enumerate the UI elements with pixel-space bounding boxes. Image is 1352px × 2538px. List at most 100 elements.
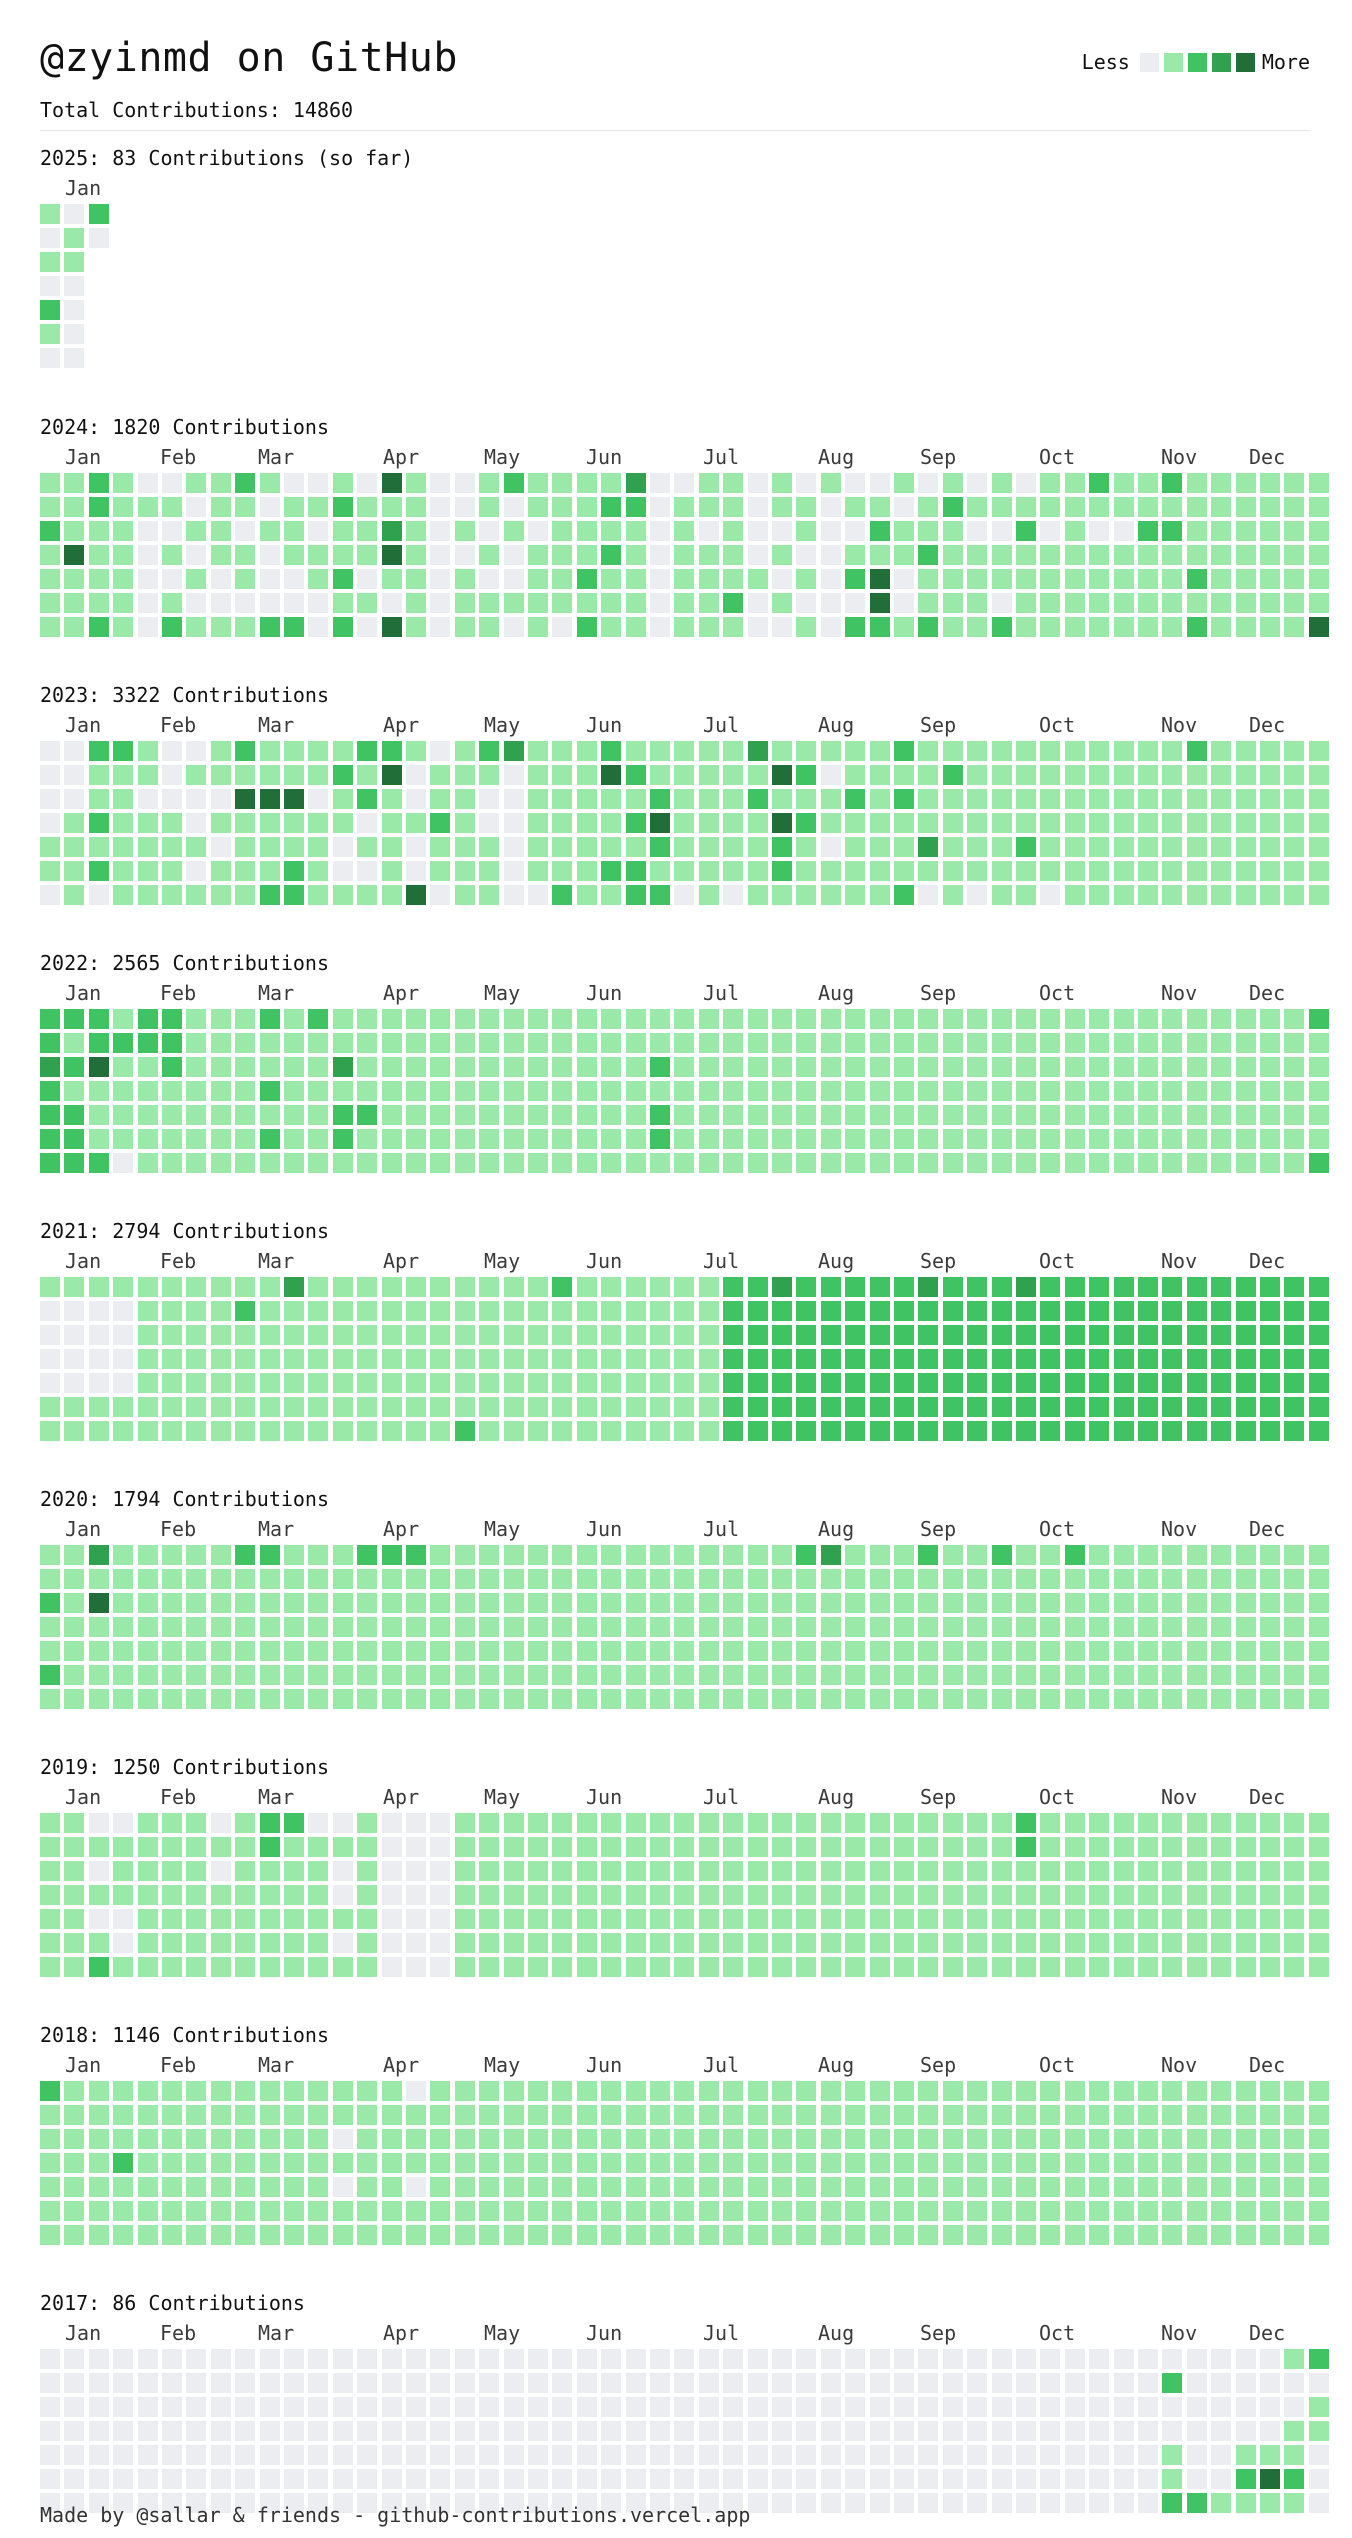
contribution-cell[interactable] — [991, 497, 1012, 517]
contribution-cell[interactable] — [1040, 2445, 1061, 2465]
contribution-cell[interactable] — [991, 1617, 1012, 1637]
contribution-cell[interactable] — [723, 1689, 744, 1709]
contribution-cell[interactable] — [723, 2373, 744, 2393]
contribution-cell[interactable] — [1040, 2349, 1061, 2369]
contribution-cell[interactable] — [698, 1081, 719, 1101]
contribution-cell[interactable] — [650, 1957, 670, 1977]
contribution-cell[interactable] — [162, 1569, 182, 1589]
contribution-cell[interactable] — [772, 2349, 792, 2369]
contribution-cell[interactable] — [1064, 1861, 1085, 1881]
contribution-cell[interactable] — [88, 1617, 109, 1637]
contribution-cell[interactable] — [1308, 2201, 1329, 2221]
contribution-cell[interactable] — [1064, 1813, 1085, 1833]
contribution-cell[interactable] — [454, 1957, 475, 1977]
contribution-cell[interactable] — [1089, 1593, 1110, 1613]
contribution-cell[interactable] — [723, 2081, 744, 2101]
contribution-cell[interactable] — [674, 1349, 695, 1369]
contribution-cell[interactable] — [650, 1129, 670, 1149]
contribution-cell[interactable] — [552, 569, 573, 589]
contribution-cell[interactable] — [918, 2493, 939, 2513]
contribution-cell[interactable] — [747, 741, 768, 761]
contribution-cell[interactable] — [942, 1617, 963, 1637]
contribution-cell[interactable] — [88, 1665, 109, 1685]
contribution-cell[interactable] — [357, 1057, 378, 1077]
contribution-cell[interactable] — [1308, 1301, 1329, 1321]
contribution-cell[interactable] — [772, 1057, 792, 1077]
contribution-cell[interactable] — [918, 1861, 939, 1881]
contribution-cell[interactable] — [1064, 1545, 1085, 1565]
contribution-cell[interactable] — [845, 2201, 866, 2221]
contribution-cell[interactable] — [210, 2493, 231, 2513]
contribution-cell[interactable] — [88, 1689, 109, 1709]
contribution-cell[interactable] — [845, 1397, 866, 1417]
contribution-cell[interactable] — [772, 1569, 792, 1589]
contribution-cell[interactable] — [1308, 2153, 1329, 2173]
contribution-cell[interactable] — [406, 741, 426, 761]
contribution-cell[interactable] — [1138, 593, 1158, 613]
contribution-cell[interactable] — [698, 885, 719, 905]
contribution-cell[interactable] — [454, 497, 475, 517]
contribution-cell[interactable] — [406, 1009, 426, 1029]
contribution-cell[interactable] — [601, 837, 622, 857]
contribution-cell[interactable] — [1016, 1641, 1036, 1661]
contribution-cell[interactable] — [747, 765, 768, 785]
contribution-cell[interactable] — [820, 569, 841, 589]
contribution-cell[interactable] — [357, 813, 378, 833]
contribution-cell[interactable] — [552, 1837, 573, 1857]
contribution-cell[interactable] — [210, 1153, 231, 1173]
contribution-cell[interactable] — [1186, 1593, 1207, 1613]
contribution-cell[interactable] — [991, 2421, 1012, 2441]
contribution-cell[interactable] — [1064, 741, 1085, 761]
contribution-cell[interactable] — [991, 837, 1012, 857]
contribution-cell[interactable] — [64, 228, 85, 248]
contribution-cell[interactable] — [1016, 1277, 1036, 1297]
contribution-cell[interactable] — [357, 2201, 378, 2221]
contribution-cell[interactable] — [1186, 1349, 1207, 1369]
contribution-cell[interactable] — [1162, 473, 1183, 493]
contribution-cell[interactable] — [674, 1277, 695, 1297]
contribution-cell[interactable] — [918, 1349, 939, 1369]
contribution-cell[interactable] — [235, 2081, 256, 2101]
contribution-cell[interactable] — [772, 569, 792, 589]
contribution-cell[interactable] — [1113, 1421, 1134, 1441]
contribution-cell[interactable] — [1308, 765, 1329, 785]
contribution-cell[interactable] — [479, 837, 500, 857]
contribution-cell[interactable] — [454, 1617, 475, 1637]
contribution-cell[interactable] — [40, 348, 60, 368]
contribution-cell[interactable] — [64, 1837, 85, 1857]
contribution-cell[interactable] — [1211, 1349, 1232, 1369]
contribution-cell[interactable] — [1211, 837, 1232, 857]
contribution-cell[interactable] — [820, 1813, 841, 1833]
contribution-cell[interactable] — [723, 569, 744, 589]
contribution-cell[interactable] — [698, 837, 719, 857]
contribution-cell[interactable] — [406, 2493, 426, 2513]
contribution-cell[interactable] — [1064, 765, 1085, 785]
contribution-cell[interactable] — [796, 1689, 817, 1709]
contribution-cell[interactable] — [137, 521, 158, 541]
contribution-cell[interactable] — [918, 593, 939, 613]
contribution-cell[interactable] — [381, 1349, 402, 1369]
contribution-cell[interactable] — [88, 1081, 109, 1101]
contribution-cell[interactable] — [332, 2349, 353, 2369]
contribution-cell[interactable] — [1016, 2421, 1036, 2441]
contribution-cell[interactable] — [430, 2349, 451, 2369]
contribution-cell[interactable] — [1162, 1033, 1183, 1053]
contribution-cell[interactable] — [625, 1933, 646, 1953]
contribution-cell[interactable] — [357, 2373, 378, 2393]
contribution-cell[interactable] — [601, 2349, 622, 2369]
contribution-cell[interactable] — [674, 1837, 695, 1857]
contribution-cell[interactable] — [772, 1153, 792, 1173]
contribution-cell[interactable] — [284, 813, 304, 833]
contribution-cell[interactable] — [406, 1813, 426, 1833]
contribution-cell[interactable] — [259, 497, 280, 517]
contribution-cell[interactable] — [845, 813, 866, 833]
contribution-cell[interactable] — [210, 1933, 231, 1953]
contribution-cell[interactable] — [454, 593, 475, 613]
contribution-cell[interactable] — [64, 1933, 85, 1953]
contribution-cell[interactable] — [1162, 617, 1183, 637]
contribution-cell[interactable] — [430, 1641, 451, 1661]
contribution-cell[interactable] — [601, 1861, 622, 1881]
contribution-cell[interactable] — [332, 2421, 353, 2441]
contribution-cell[interactable] — [1138, 1933, 1158, 1953]
contribution-cell[interactable] — [1040, 1837, 1061, 1857]
